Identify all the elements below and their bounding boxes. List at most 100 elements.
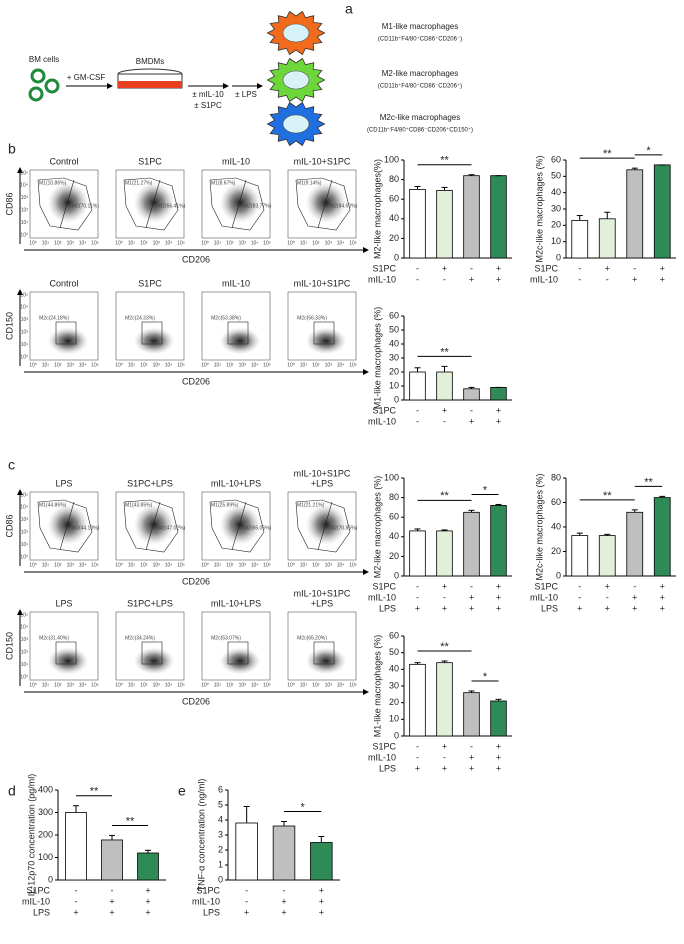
flow-tick: 10⁵ (177, 562, 185, 568)
flow-tick: 10³ (325, 362, 333, 368)
condition-value: + (469, 592, 474, 602)
dish-media (118, 81, 182, 88)
flow-tick: 10⁵ (349, 562, 357, 568)
event-cloud (305, 182, 347, 224)
y-axis-label: M2c-like macrophages (%) (534, 473, 544, 580)
condition-name: mIL-10 (368, 592, 396, 602)
event-cloud (47, 182, 89, 224)
event-cloud (219, 182, 261, 224)
y-tick-label: 400 (38, 784, 53, 794)
condition-value: + (496, 263, 501, 273)
condition-value: - (470, 741, 473, 751)
condition-value: + (496, 416, 501, 426)
condition-name: mIL-10 (22, 896, 50, 906)
flow-tick: 10⁴ (165, 562, 173, 568)
flow-tick: 10³ (21, 637, 29, 643)
significance-label: ** (440, 490, 449, 502)
flow-tick: 10³ (325, 562, 333, 568)
gate (295, 499, 351, 553)
flow-title: mIL-10+LPS (211, 478, 261, 488)
flow-title: mIL-10+S1PC (294, 278, 351, 288)
y-tick-label: 4 (218, 814, 223, 824)
flow-tick: 10⁰ (20, 232, 28, 238)
flow-tick: 10¹ (128, 562, 136, 568)
bar (235, 822, 258, 881)
condition-value: - (470, 263, 473, 273)
flow-tick: 10² (21, 530, 29, 536)
flow-x-label: CD206 (182, 376, 210, 386)
gate-label: M1(10.86%) (39, 180, 67, 186)
flow-tick: 10⁵ (91, 240, 99, 246)
flow-tick: 10¹ (214, 562, 222, 568)
flow-tick: 10⁰ (287, 682, 295, 688)
gate (37, 177, 93, 231)
condition-name: S1PC (372, 405, 396, 415)
bar (436, 530, 453, 577)
bar (463, 175, 480, 259)
significance-label: ** (603, 148, 612, 160)
condition-value: - (416, 405, 419, 415)
condition-name: LPS (379, 603, 396, 613)
y-axis-label: M2-like macrophages (%) (372, 476, 382, 579)
flow-title: S1PC+LPS (127, 598, 173, 608)
flow-title: LPS (55, 598, 72, 608)
condition-value: + (145, 896, 150, 906)
flow-tick: 10⁵ (177, 362, 185, 368)
bar (571, 220, 589, 259)
gate-label: M1(9.14%) (297, 180, 322, 186)
flow-tick: 10⁵ (20, 492, 28, 498)
y-tick-label: 100 (38, 852, 53, 862)
flow-tick: 10² (21, 650, 29, 656)
flow-title: mIL-10+LPS (211, 598, 261, 608)
condition-value: + (442, 603, 447, 613)
y-tick-label: 50 (389, 324, 399, 334)
y-tick-label: 60 (551, 154, 561, 164)
condition-value: - (416, 416, 419, 426)
macrophage-name: M1-like macrophages (382, 22, 458, 31)
bm-cell (30, 68, 46, 84)
condition-value: + (319, 885, 324, 895)
flow-tick: 10⁵ (263, 240, 271, 246)
flow-tick: 10⁰ (20, 354, 28, 360)
event-cloud (219, 327, 261, 355)
flow-title: Control (49, 156, 78, 166)
condition-value: + (660, 603, 665, 613)
y-tick-label: 10 (551, 236, 561, 246)
bar (463, 692, 480, 737)
gate-label: M2(70.85%) (330, 525, 358, 531)
y-tick-label: 30 (389, 352, 399, 362)
bar (137, 852, 159, 881)
flow-tick: 10¹ (21, 542, 29, 548)
macrophage-markers: (CD11b⁺F4/80⁺CD86⁺CD206⁻) (378, 36, 462, 43)
condition-name: S1PC (534, 581, 558, 591)
event-cloud (133, 327, 175, 355)
flow-tick: 10⁰ (287, 562, 295, 568)
flow-title: S1PC (138, 156, 162, 166)
bar (490, 175, 507, 259)
flow-tick: 10² (312, 562, 320, 568)
flow-tick: 10⁴ (79, 240, 87, 246)
flow-title: mIL-10+S1PC (294, 588, 351, 598)
condition-name: LPS (541, 603, 558, 613)
flow-tick: 10⁰ (287, 240, 295, 246)
significance-label: ** (440, 155, 449, 167)
condition-value: - (283, 885, 286, 895)
y-tick-label: 30 (551, 203, 561, 213)
condition-value: - (245, 896, 248, 906)
y-tick-label: 60 (551, 497, 561, 507)
flow-tick: 10⁴ (251, 562, 259, 568)
condition-value: + (660, 263, 665, 273)
y-tick-label: 0 (48, 874, 53, 884)
bm-cell (44, 78, 60, 94)
flow-tick: 10³ (21, 517, 29, 523)
y-tick-label: 20 (551, 220, 561, 230)
flow-tick: 10⁵ (91, 562, 99, 568)
y-axis-label: TNF-α concentration (ng/ml) (196, 779, 206, 892)
flow-tick: 10³ (239, 682, 247, 688)
gate (55, 321, 77, 345)
bar (653, 497, 671, 577)
condition-value: + (319, 907, 324, 917)
flow-tick: 10² (54, 682, 62, 688)
y-tick-label: 1 (218, 859, 223, 869)
flow-title: mIL-10+S1PC (294, 156, 351, 166)
